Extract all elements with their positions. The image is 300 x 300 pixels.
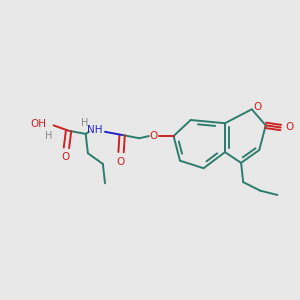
Text: OH: OH — [31, 119, 46, 129]
Text: O: O — [253, 102, 261, 112]
Text: O: O — [285, 122, 293, 133]
Text: O: O — [149, 131, 157, 141]
Text: NH: NH — [86, 124, 102, 135]
Text: H: H — [44, 131, 52, 141]
Text: O: O — [61, 152, 70, 163]
Text: H: H — [81, 118, 88, 128]
Text: O: O — [116, 157, 124, 167]
